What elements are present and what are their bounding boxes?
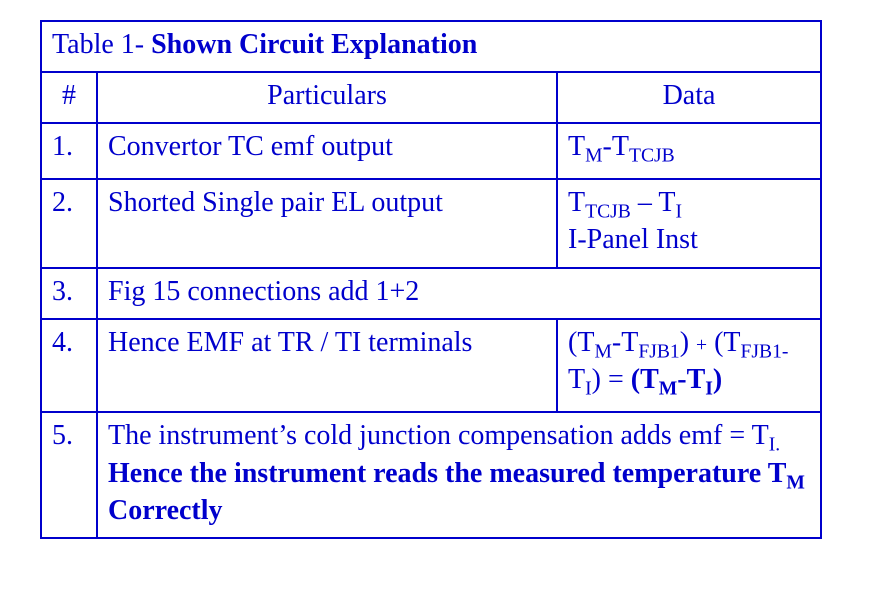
row-5-num: 5. <box>41 412 97 538</box>
row-4-num: 4. <box>41 319 97 412</box>
row-1-particulars: Convertor TC emf output <box>97 123 557 179</box>
table-row: 1. Convertor TC emf output TM-TTCJB <box>41 123 821 179</box>
row-4-particulars: Hence EMF at TR / TI terminals <box>97 319 557 412</box>
row-2-data: TTCJB – TII-Panel Inst <box>557 179 821 268</box>
table-title-cell: Table 1- Shown Circuit Explanation <box>41 21 821 72</box>
row-2-particulars: Shorted Single pair EL output <box>97 179 557 268</box>
row-1-data: TM-TTCJB <box>557 123 821 179</box>
table-row: 5. The instrument’s cold junction compen… <box>41 412 821 538</box>
table-row: 2. Shorted Single pair EL output TTCJB –… <box>41 179 821 268</box>
table-row: 3. Fig 15 connections add 1+2 <box>41 268 821 319</box>
header-row: # Particulars Data <box>41 72 821 123</box>
title-main: Shown Circuit Explanation <box>151 29 477 60</box>
header-particulars: Particulars <box>97 72 557 123</box>
table-row: 4. Hence EMF at TR / TI terminals (TM-TF… <box>41 319 821 412</box>
row-2-num: 2. <box>41 179 97 268</box>
row-3-num: 3. <box>41 268 97 319</box>
circuit-table: Table 1- Shown Circuit Explanation # Par… <box>40 20 822 539</box>
row-4-data: (TM-TFJB1) + (TFJB1-TI) = (TM-TI) <box>557 319 821 412</box>
header-data: Data <box>557 72 821 123</box>
row-5-particulars: The instrument’s cold junction compensat… <box>97 412 821 538</box>
page: Table 1- Shown Circuit Explanation # Par… <box>0 0 888 559</box>
header-num: # <box>41 72 97 123</box>
row-1-num: 1. <box>41 123 97 179</box>
title-row: Table 1- Shown Circuit Explanation <box>41 21 821 72</box>
title-prefix: Table 1- <box>52 29 151 60</box>
row-3-particulars: Fig 15 connections add 1+2 <box>97 268 821 319</box>
